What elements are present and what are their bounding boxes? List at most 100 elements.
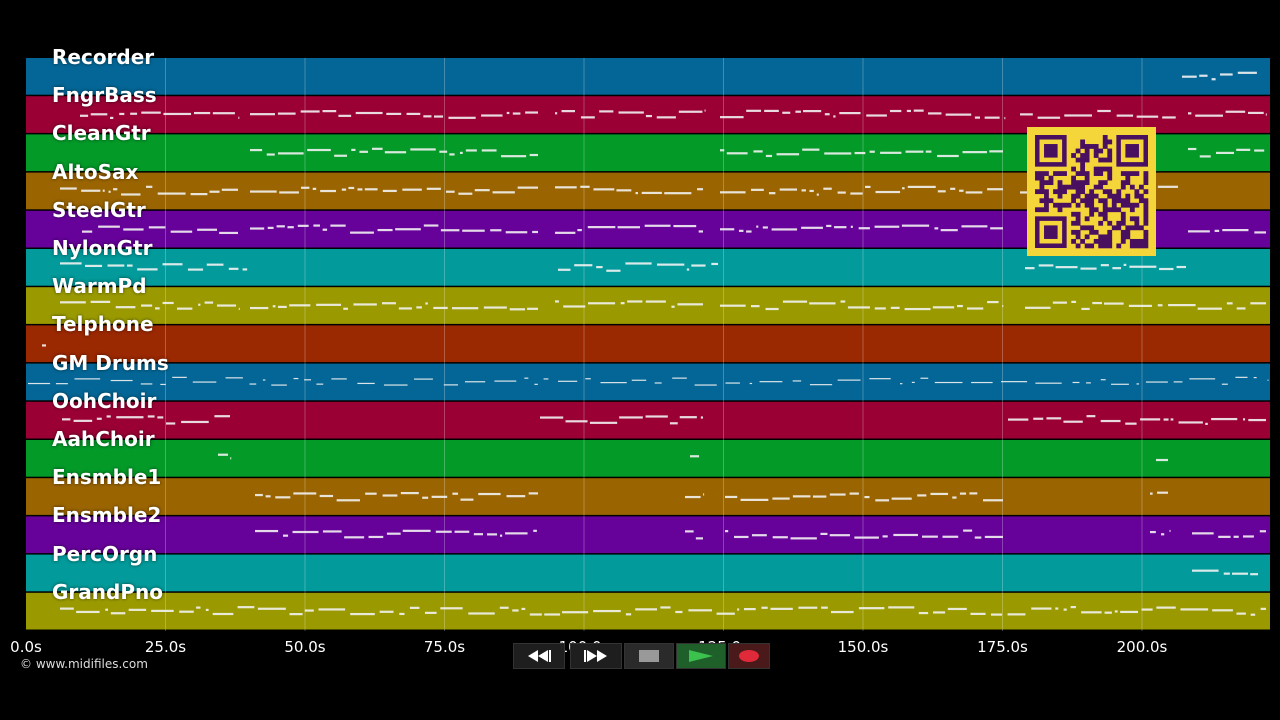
note: [250, 190, 277, 193]
note: [669, 422, 678, 425]
note: [292, 530, 319, 534]
note: [28, 382, 51, 385]
note: [512, 112, 521, 115]
note: [198, 303, 201, 306]
note: [102, 189, 105, 192]
note: [990, 227, 1003, 230]
note: [574, 264, 593, 267]
note: [204, 301, 214, 304]
note: [802, 148, 820, 151]
note: [106, 415, 111, 418]
track-label: AahChoir: [52, 427, 155, 451]
note: [384, 151, 407, 154]
note: [1145, 381, 1168, 383]
note: [416, 306, 422, 309]
note: [1008, 418, 1029, 421]
note: [874, 225, 900, 228]
track-label: Ensmble2: [52, 503, 162, 528]
note: [431, 495, 448, 498]
note: [250, 306, 269, 310]
note: [770, 607, 793, 610]
rewind-icon: [528, 650, 551, 662]
note: [1188, 147, 1197, 151]
note: [320, 189, 337, 193]
note: [128, 608, 147, 611]
note: [839, 112, 861, 115]
note: [123, 228, 144, 231]
rewind-button[interactable]: [513, 643, 565, 669]
note: [801, 226, 823, 229]
note: [410, 148, 436, 151]
note: [465, 149, 477, 152]
note: [533, 529, 537, 532]
note: [459, 151, 463, 154]
note: [619, 416, 643, 419]
note: [600, 382, 627, 384]
note: [753, 150, 763, 153]
note: [635, 191, 638, 195]
note: [720, 116, 744, 119]
note: [219, 231, 238, 235]
time-tick-label: 75.0s: [423, 638, 466, 656]
note: [1104, 611, 1112, 614]
note: [555, 186, 577, 189]
copyright-notice: © www.midifiles.com: [20, 657, 148, 671]
note: [187, 268, 204, 271]
note: [645, 300, 666, 303]
note: [357, 382, 375, 385]
note: [60, 301, 86, 304]
track-label: GrandPno: [52, 579, 163, 604]
note: [196, 606, 201, 609]
note: [1063, 420, 1083, 423]
note: [875, 190, 901, 194]
note: [930, 492, 949, 496]
note: [483, 306, 507, 309]
note: [1216, 151, 1234, 155]
note: [449, 153, 455, 156]
note: [934, 381, 963, 384]
note: [697, 188, 703, 191]
note: [262, 379, 266, 381]
note: [1211, 417, 1238, 421]
note: [1004, 117, 1006, 120]
note: [558, 268, 571, 271]
note: [869, 378, 891, 380]
time-tick-label: 200.0s: [1116, 638, 1168, 656]
note: [1195, 114, 1223, 117]
note: [160, 383, 166, 386]
note: [618, 111, 644, 114]
time-tick-label: 25.0s: [144, 638, 187, 656]
track-lane: [26, 58, 1270, 95]
note: [487, 533, 498, 536]
note: [922, 535, 938, 538]
note: [850, 192, 863, 195]
play-button[interactable]: [676, 643, 726, 669]
note: [555, 231, 576, 234]
note: [440, 607, 463, 610]
note: [206, 263, 224, 266]
note: [62, 418, 71, 421]
note: [900, 383, 903, 385]
note: [468, 612, 495, 615]
note: [1097, 109, 1111, 113]
note: [1104, 302, 1124, 305]
note: [738, 229, 744, 232]
note: [631, 379, 647, 381]
note: [55, 383, 68, 385]
note: [1218, 535, 1231, 538]
note: [1243, 418, 1246, 421]
stop-button[interactable]: [624, 643, 674, 669]
note: [950, 187, 956, 190]
note: [704, 109, 706, 112]
note: [402, 188, 422, 191]
note: [1188, 112, 1192, 115]
fast-forward-button[interactable]: [570, 643, 622, 669]
record-button[interactable]: [728, 643, 770, 669]
note: [365, 492, 377, 495]
note: [645, 114, 652, 118]
note: [703, 493, 705, 496]
note: [238, 116, 240, 119]
note: [959, 492, 967, 495]
note: [563, 305, 586, 308]
note: [289, 613, 303, 616]
